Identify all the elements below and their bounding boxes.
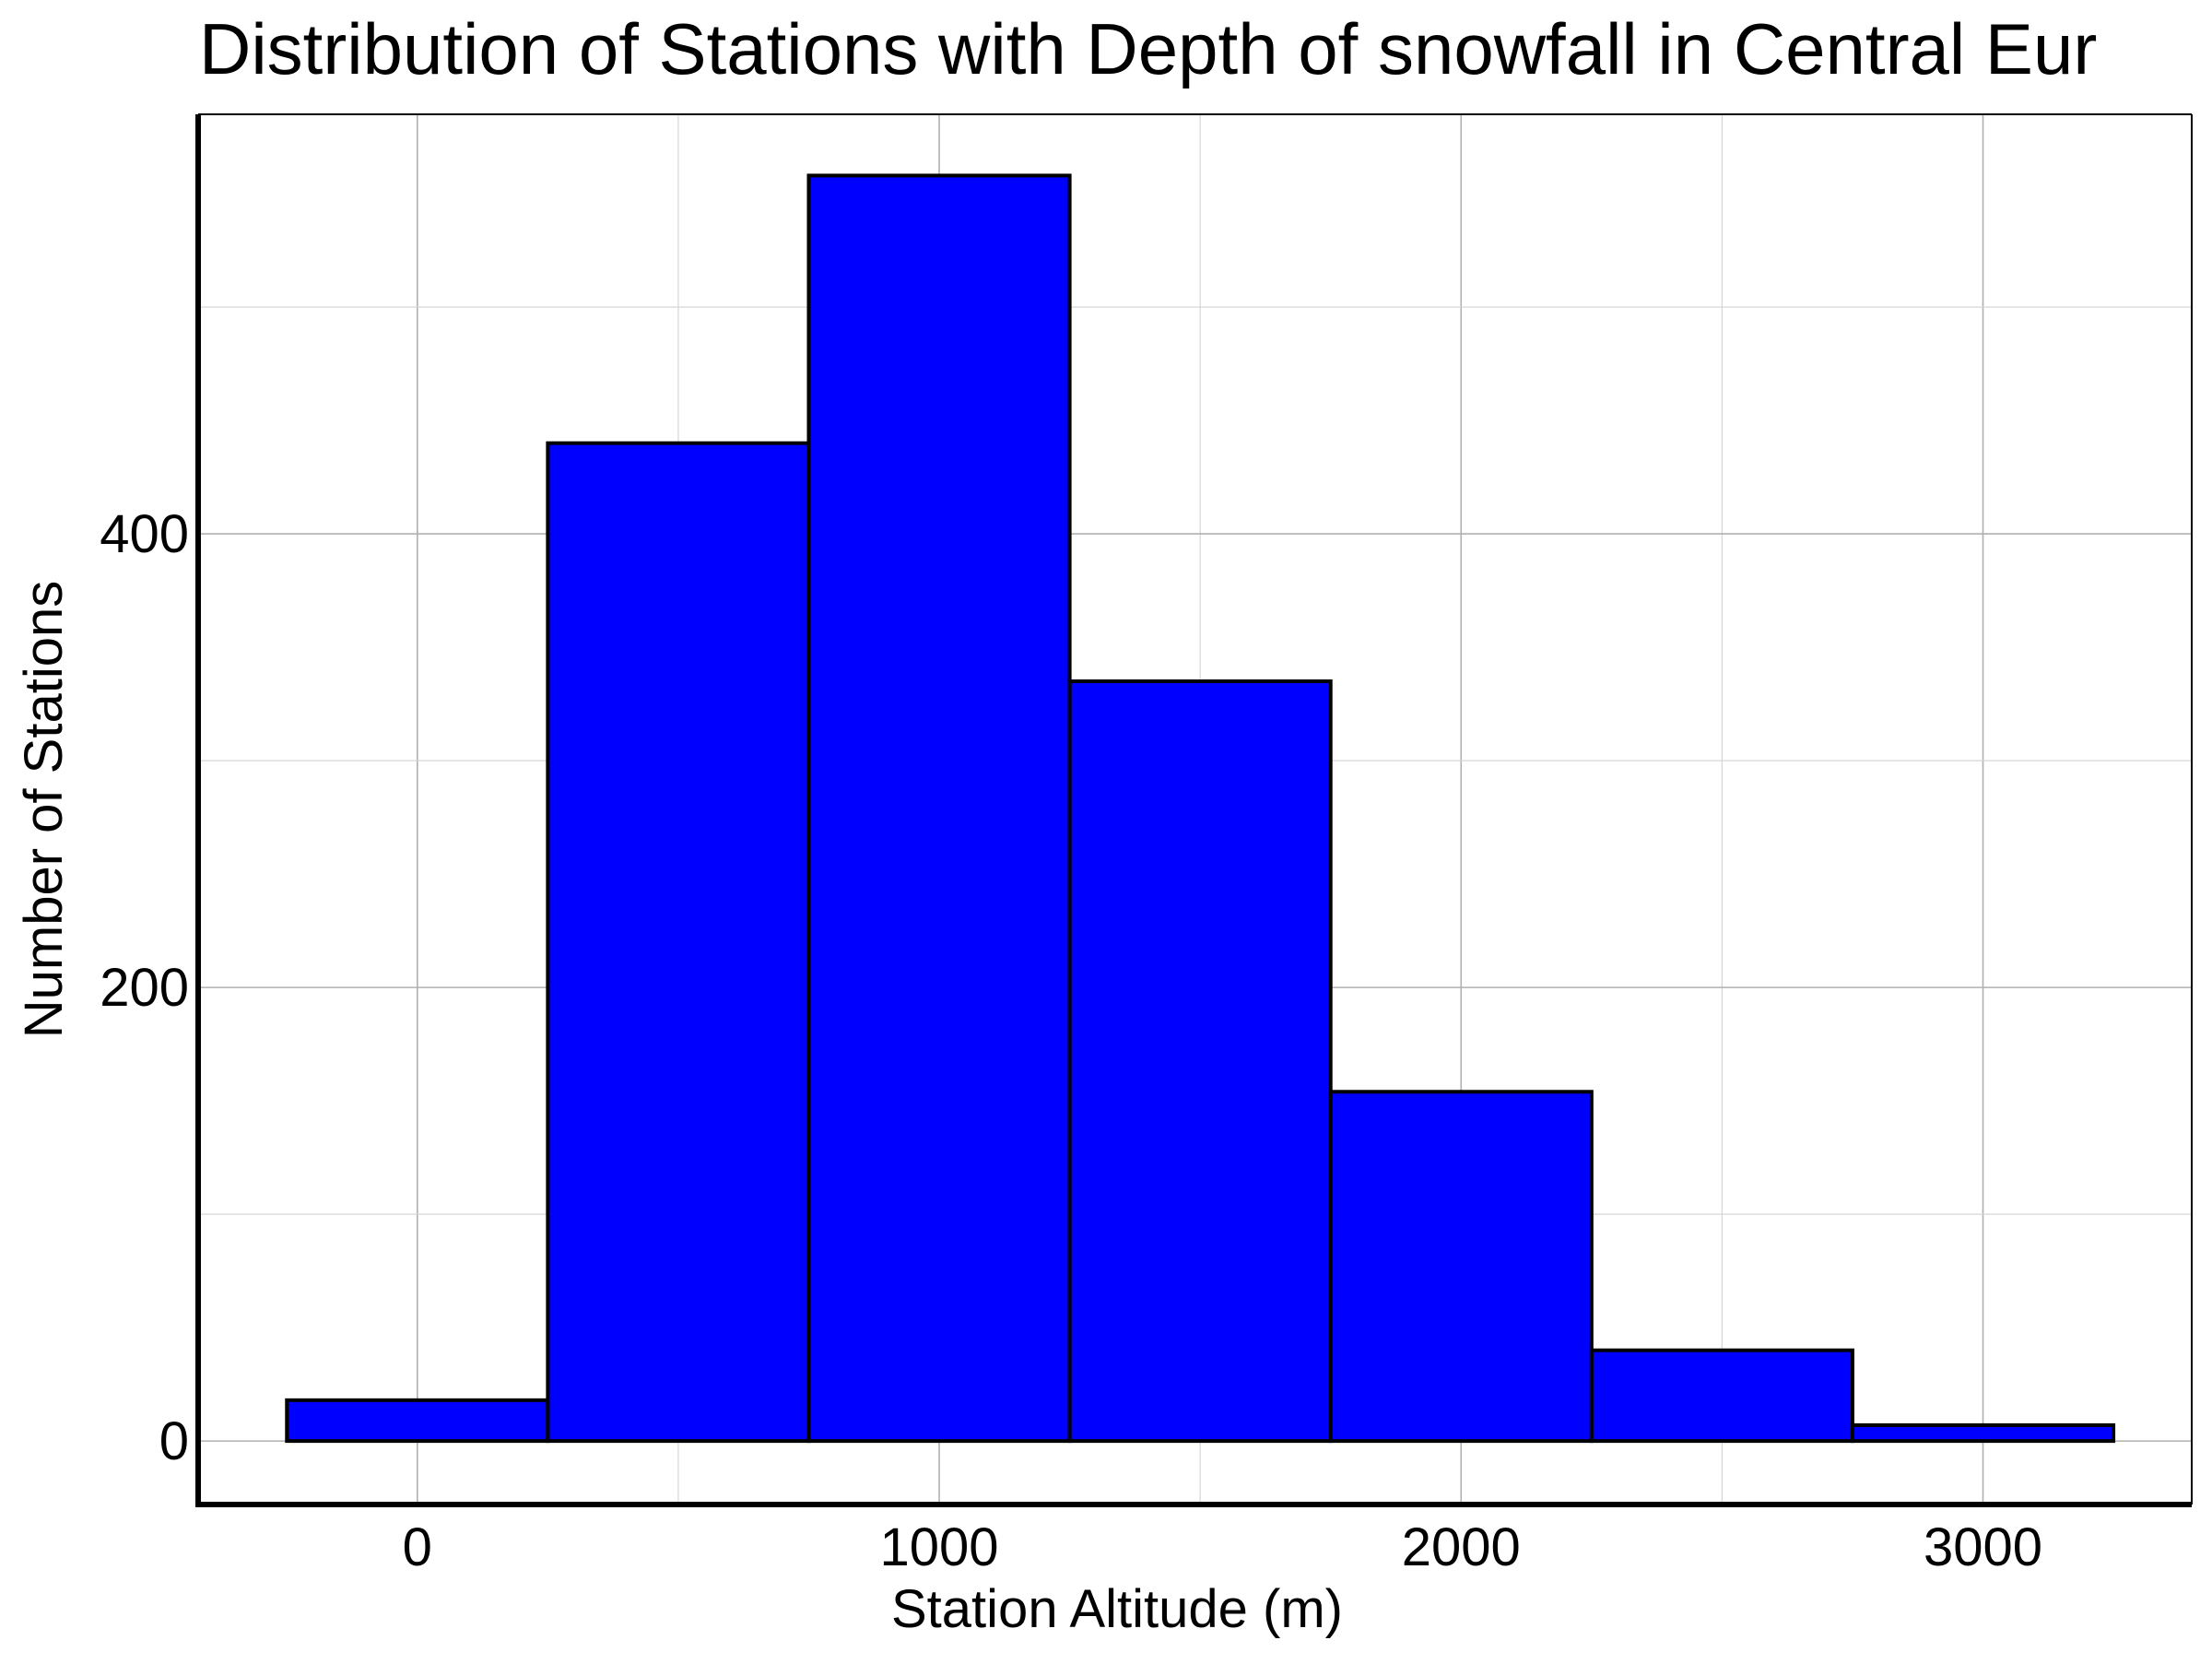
bars-layer [285,173,2116,1444]
histogram-bar-4 [1328,1090,1594,1444]
y-tick-label: 200 [100,958,189,1018]
x-tick-label: 0 [403,1517,432,1577]
y-tick-label: 400 [100,504,189,564]
axes-layer [195,113,2193,1507]
tick-labels-layer: 0 1000 2000 3000 0 200 400 [100,504,2042,1577]
histogram-bar-5 [1589,1348,1854,1444]
y-tick-label: 0 [159,1411,189,1471]
histogram-bar-0 [285,1398,550,1444]
chart-title: Distribution of Stations with Depth of s… [199,8,2097,89]
x-tick-label: 1000 [880,1517,999,1577]
x-axis-title: Station Altitude (m) [891,1579,1343,1639]
y-axis-title: Number of Stations [14,581,74,1038]
histogram-bar-1 [546,441,811,1444]
histogram-bar-2 [806,173,1072,1444]
x-tick-label: 2000 [1402,1517,1521,1577]
histogram-bar-3 [1067,679,1333,1444]
x-tick-label: 3000 [1924,1517,2042,1577]
histogram-bar-6 [1850,1422,2116,1444]
